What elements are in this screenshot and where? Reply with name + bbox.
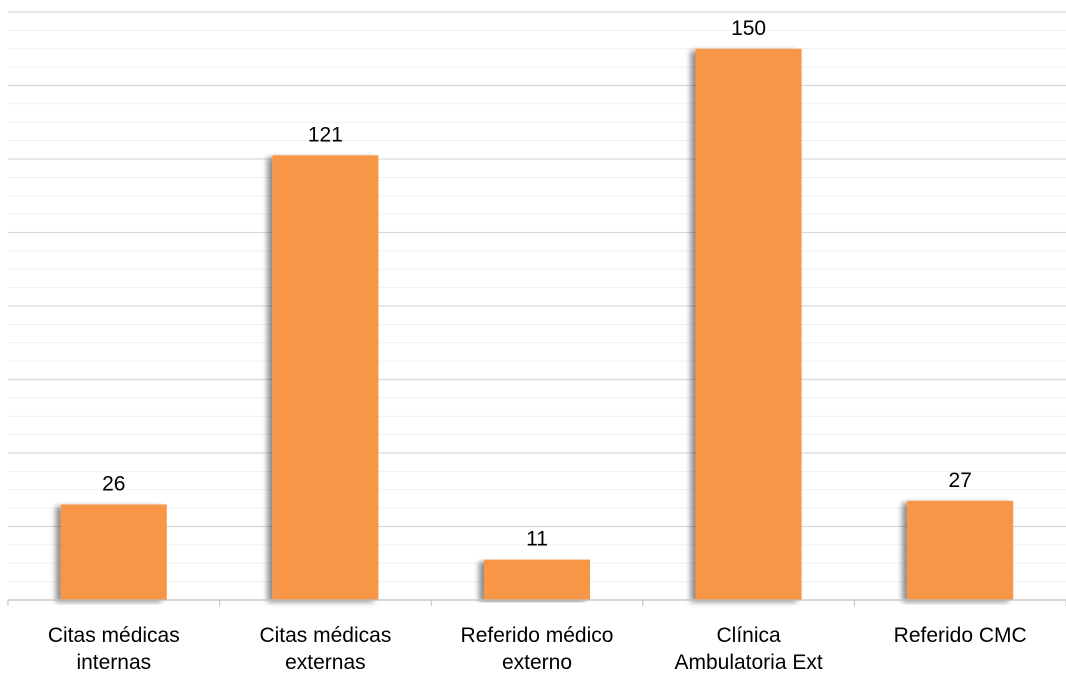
bar (907, 500, 1014, 600)
data-label: 11 (526, 528, 548, 551)
x-tick-label: Referido CMC (893, 624, 1027, 647)
x-tick-label: Citas médicas internas (47, 624, 180, 674)
x-tick-label: Clínica Ambulatoria Ext (674, 624, 823, 674)
bar (60, 504, 167, 600)
data-labels: 26 121 11 150 27 (102, 17, 972, 551)
bar (695, 48, 802, 600)
bar (484, 559, 590, 600)
gridlines (8, 11, 1066, 583)
bar (272, 155, 379, 600)
x-tick-label: Referido médico externo (460, 624, 614, 674)
x-tick-label: Citas médicas externas (259, 624, 392, 674)
data-label: 150 (731, 17, 766, 40)
data-label: 121 (308, 123, 343, 146)
bars (60, 48, 1014, 600)
data-label: 27 (949, 469, 972, 492)
data-label: 26 (102, 472, 125, 495)
x-axis (7, 599, 1066, 606)
